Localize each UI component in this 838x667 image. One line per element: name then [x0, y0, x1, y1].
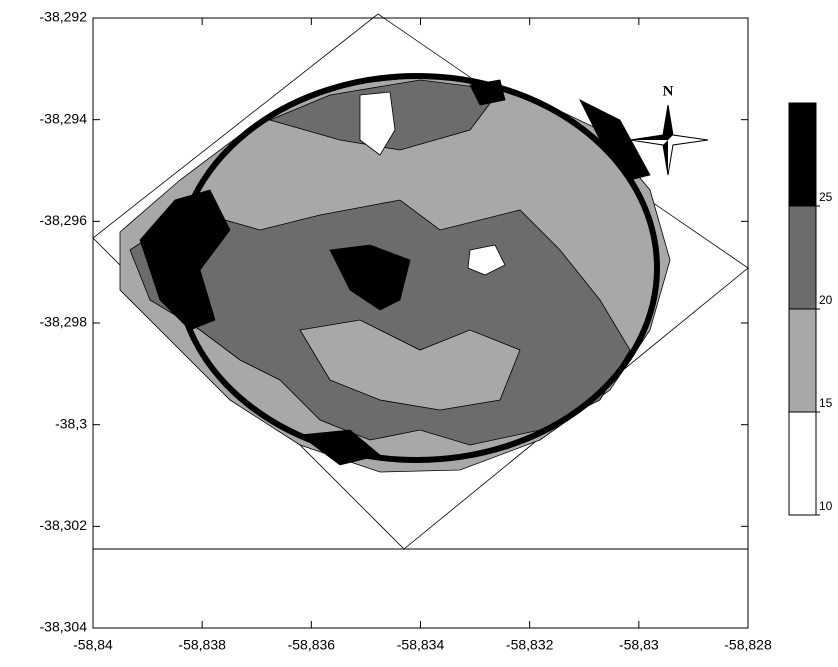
x-tick-label: -58,828	[724, 637, 772, 653]
x-tick-label: -58,83	[619, 637, 659, 653]
contour-field	[92, 13, 749, 550]
north-arrow: N	[629, 83, 709, 176]
colorbar-label: 20	[819, 293, 833, 307]
y-tick-label: -38,294	[40, 110, 88, 126]
contour-band-10-15	[467, 244, 506, 276]
colorbar-band	[788, 102, 817, 207]
x-tick-label: -58,832	[506, 637, 554, 653]
colorbar-label: 15	[819, 396, 833, 410]
colorbar-band	[788, 308, 817, 413]
contour-band-25-30	[139, 189, 231, 331]
contour-band-15-20	[299, 319, 521, 411]
x-tick-label: -58,838	[178, 637, 226, 653]
x-tick-label: -58,836	[288, 637, 336, 653]
x-tick-label: -58,834	[397, 637, 445, 653]
y-tick-label: -38,302	[40, 517, 88, 533]
contour-band-25-30	[579, 99, 651, 181]
y-tick-label: -38,304	[40, 619, 88, 635]
y-tick-label: -38,292	[40, 9, 88, 25]
contour-band-10-15	[359, 91, 396, 156]
x-tick-label: -58,84	[73, 637, 113, 653]
colorbar-label: 25	[819, 190, 833, 204]
y-tick-label: -38,3	[55, 415, 87, 431]
north-label: N	[663, 83, 674, 99]
contour-band-25-30	[329, 244, 411, 311]
y-tick-label: -38,296	[40, 212, 88, 228]
y-tick-label: -38,298	[40, 314, 88, 330]
compass-star-shade	[630, 105, 673, 175]
colorbar-label: 10	[819, 499, 833, 513]
colorbar-band	[788, 205, 817, 310]
study-ellipse	[174, 73, 660, 463]
colorbar-band	[788, 411, 817, 516]
